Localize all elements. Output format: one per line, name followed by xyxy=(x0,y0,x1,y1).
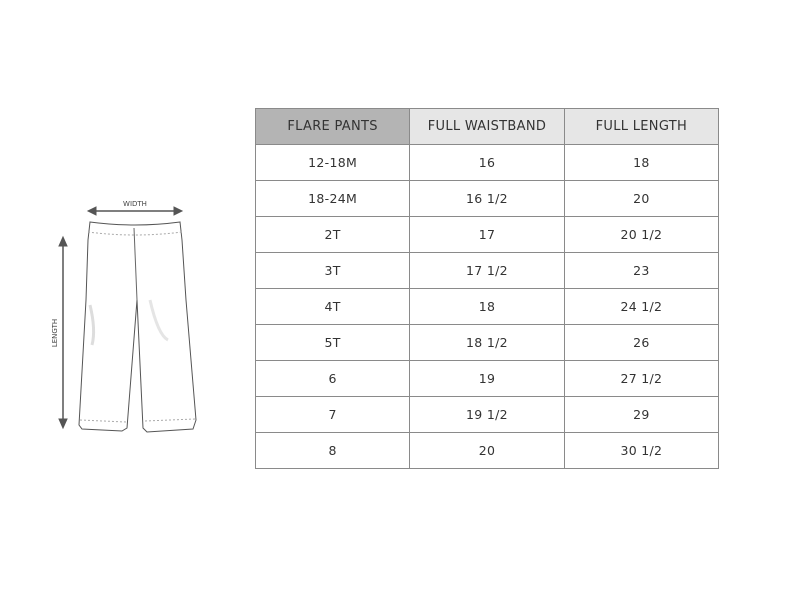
size-cell: 7 xyxy=(254,396,411,433)
header-full-length: FULL LENGTH xyxy=(563,108,720,145)
table-row: 8 20 30 1/2 xyxy=(254,432,720,469)
pants-outline xyxy=(78,221,197,433)
size-cell: 5T xyxy=(254,324,411,361)
header-full-waistband: FULL WAISTBAND xyxy=(409,108,565,145)
waistband-cell: 17 1/2 xyxy=(409,252,565,289)
length-cell: 29 xyxy=(563,396,720,433)
table-header-row: FLARE PANTS FULL WAISTBAND FULL LENGTH xyxy=(254,108,720,145)
table-row: 12-18M 16 18 xyxy=(254,144,720,181)
size-cell: 18-24M xyxy=(254,180,411,217)
size-cell: 3T xyxy=(254,252,411,289)
table-row: 4T 18 24 1/2 xyxy=(254,288,720,325)
size-cell: 6 xyxy=(254,360,411,397)
table-row: 5T 18 1/2 26 xyxy=(254,324,720,361)
length-cell: 23 xyxy=(563,252,720,289)
table-row: 3T 17 1/2 23 xyxy=(254,252,720,289)
width-label: WIDTH xyxy=(123,200,147,208)
table-row: 7 19 1/2 29 xyxy=(254,396,720,433)
table-row: 6 19 27 1/2 xyxy=(254,360,720,397)
header-flare-pants: FLARE PANTS xyxy=(254,108,411,145)
waistband-cell: 20 xyxy=(409,432,565,469)
waistband-cell: 16 xyxy=(409,144,565,181)
size-cell: 8 xyxy=(254,432,411,469)
length-cell: 20 1/2 xyxy=(563,216,720,253)
table-row: 2T 17 20 1/2 xyxy=(254,216,720,253)
waistband-cell: 17 xyxy=(409,216,565,253)
size-cell: 2T xyxy=(254,216,411,253)
length-cell: 26 xyxy=(563,324,720,361)
length-cell: 24 1/2 xyxy=(563,288,720,325)
length-cell: 30 1/2 xyxy=(563,432,720,469)
length-cell: 18 xyxy=(563,144,720,181)
table-row: 18-24M 16 1/2 20 xyxy=(254,180,720,217)
waistband-cell: 18 xyxy=(409,288,565,325)
size-cell: 4T xyxy=(254,288,411,325)
waistband-cell: 18 1/2 xyxy=(409,324,565,361)
waistband-cell: 19 xyxy=(409,360,565,397)
size-chart-table: FLARE PANTS FULL WAISTBAND FULL LENGTH 1… xyxy=(254,108,720,469)
size-cell: 12-18M xyxy=(254,144,411,181)
length-arrow xyxy=(58,235,68,430)
length-cell: 20 xyxy=(563,180,720,217)
length-label: LENGTH xyxy=(51,319,59,347)
waistband-cell: 16 1/2 xyxy=(409,180,565,217)
length-cell: 27 1/2 xyxy=(563,360,720,397)
pants-diagram: WIDTH LENGTH xyxy=(51,200,197,433)
width-arrow xyxy=(86,206,184,216)
waistband-cell: 19 1/2 xyxy=(409,396,565,433)
